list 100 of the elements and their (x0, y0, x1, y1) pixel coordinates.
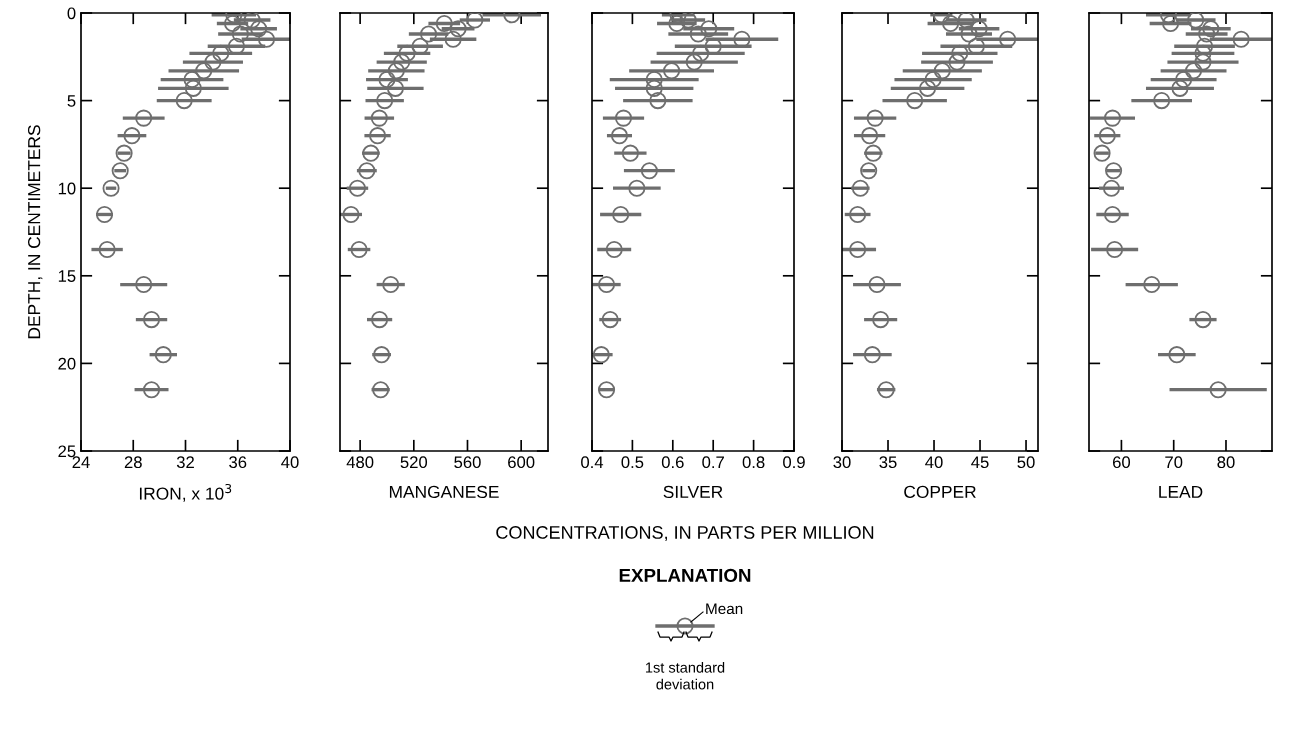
y-axis-title: DEPTH, IN CENTIMETERS (27, 125, 43, 339)
point (598, 381, 616, 399)
text: 1st standard deviation (645, 662, 725, 690)
x-tick-label: 30 (833, 456, 851, 469)
point (386, 79, 404, 97)
x-tick-label: 560 (454, 456, 481, 469)
point (435, 14, 453, 33)
point (382, 276, 400, 294)
point (960, 25, 978, 43)
x-tick-label: 35 (879, 456, 897, 469)
point (372, 381, 390, 399)
point (610, 127, 629, 145)
point (866, 109, 884, 127)
x-tick-label: 480 (346, 456, 374, 469)
point (111, 162, 129, 180)
point (420, 25, 438, 43)
point (645, 79, 663, 97)
point (700, 20, 718, 38)
point (142, 311, 161, 329)
point (1209, 381, 1227, 399)
point (362, 144, 380, 162)
point (649, 92, 667, 110)
y-tick-label: 20 (58, 357, 76, 370)
x-tick-label: 0.8 (742, 456, 765, 469)
x-tick-label: 50 (1017, 456, 1035, 469)
point (919, 79, 937, 97)
point (223, 14, 242, 33)
x-axis-title: IRON, x 10$^{3}$ (139, 483, 232, 502)
point (685, 53, 703, 71)
point (204, 53, 222, 71)
point (387, 62, 405, 80)
x-tick-label: 0.5 (621, 456, 644, 469)
x-tick-label: 600 (508, 456, 535, 469)
point (350, 240, 368, 259)
point (1171, 79, 1189, 97)
point (861, 127, 879, 145)
point (668, 14, 686, 33)
point (1175, 71, 1193, 89)
point (184, 79, 202, 97)
point (592, 346, 610, 364)
point (1106, 240, 1124, 259)
point (1168, 346, 1186, 364)
x-tick-label: 0.6 (661, 456, 684, 469)
point (851, 179, 869, 197)
x-tick-label: 0.9 (783, 456, 805, 469)
point (371, 311, 389, 329)
point (142, 381, 161, 399)
point (1187, 13, 1205, 29)
point (95, 205, 114, 224)
point (175, 92, 193, 110)
point (342, 205, 360, 224)
point (358, 162, 376, 180)
point (868, 276, 886, 294)
point (877, 381, 895, 399)
point (863, 346, 881, 364)
x-axis-title: COPPER (904, 485, 976, 499)
y-tick-label: 10 (58, 182, 76, 195)
y-tick-label: 5 (67, 95, 76, 107)
point (250, 20, 268, 38)
x-tick-label: 0.4 (581, 456, 604, 469)
point (1103, 205, 1122, 224)
point (1185, 62, 1203, 80)
point (154, 346, 172, 364)
point (376, 92, 394, 110)
point (621, 144, 639, 162)
point (370, 109, 388, 127)
x-axis-title: SILVER (663, 485, 723, 499)
point (924, 71, 942, 89)
y-tick-label: 0 (67, 7, 76, 20)
point (906, 92, 924, 110)
y-tick-label: 25 (58, 445, 76, 458)
x-tick-label: 0.7 (702, 456, 724, 469)
point (614, 109, 633, 127)
point (123, 127, 141, 145)
point (231, 25, 249, 43)
point (98, 240, 116, 259)
point (689, 25, 707, 43)
x-axis-title: LEAD (1159, 485, 1203, 498)
point (1194, 311, 1212, 329)
point (948, 53, 966, 71)
x-tick-label: 32 (176, 456, 194, 469)
y-tick-label: 15 (58, 270, 76, 282)
point (663, 62, 681, 80)
point (369, 127, 387, 145)
point (115, 144, 133, 162)
point (942, 14, 960, 33)
point (1153, 92, 1171, 110)
point (373, 346, 391, 364)
point (1098, 127, 1116, 145)
x-tick-label: 80 (1217, 456, 1235, 469)
point (864, 144, 882, 162)
point (444, 30, 462, 48)
point (135, 276, 153, 294)
point (970, 20, 988, 38)
x-tick-label: 60 (1113, 456, 1131, 469)
point (1093, 144, 1111, 162)
point (1202, 20, 1220, 38)
point (1102, 179, 1121, 197)
x-axis-title: MANGANESE (389, 485, 499, 499)
point (601, 311, 619, 329)
